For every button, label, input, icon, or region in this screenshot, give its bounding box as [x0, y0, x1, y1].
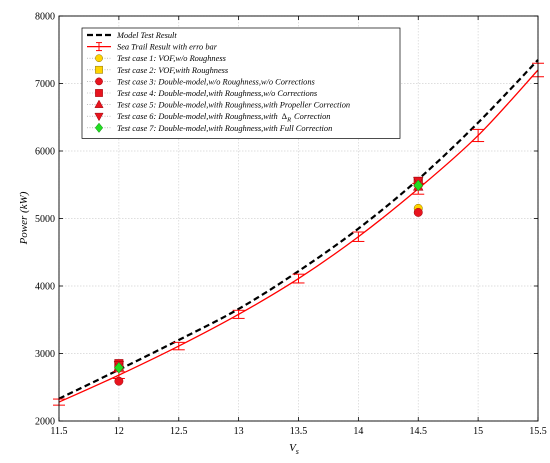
y-tick-label: 6000: [35, 147, 55, 158]
legend-label-text: Test case 1: VOF,w/o Roughness: [117, 54, 226, 63]
y-axis-label: Power (kW): [18, 191, 30, 245]
legend: Model Test Result Sea Trail Result with e…: [81, 27, 401, 139]
y-tick-label: 5000: [35, 214, 55, 225]
error-bar: [472, 128, 485, 143]
x-tick-label: 13.5: [290, 426, 308, 437]
legend-label: Sea Trail Result with erro bar: [117, 43, 218, 52]
x-tick-label: 14: [353, 426, 363, 437]
legend-label-text: Test case 4: Double-model,with Roughness…: [117, 89, 317, 98]
legend-entry: Test case 4: Double-model,with Roughness…: [87, 89, 317, 98]
legend-entry: Test case 3: Double-model,w/o Roughness,…: [87, 77, 315, 86]
legend-entry: Model Test Result: [87, 31, 177, 40]
data-point-circle: [114, 376, 124, 386]
x-axis-label-main: V: [289, 442, 297, 454]
legend-label-symbol: Δ: [282, 112, 288, 121]
x-tick-label: 14.5: [410, 426, 428, 437]
legend-label-text: Sea Trail Result with erro bar: [117, 43, 218, 52]
error-bar: [292, 273, 305, 284]
legend-marker-triangle-down: [94, 112, 104, 122]
legend-marker-diamond: [94, 122, 104, 133]
data-point-circle: [413, 207, 423, 217]
plot-series: [53, 59, 544, 406]
legend-entry: Test case 1: VOF,w/o Roughness: [87, 54, 226, 63]
x-axis-label: Vs: [289, 442, 299, 456]
legend-entry: Test case 5: Double-model,with Roughness…: [87, 99, 350, 110]
legend-marker-square: [95, 89, 103, 97]
legend-label-suffix: Correction: [294, 112, 330, 121]
legend-entry: Test case 6: Double-model,with Roughness…: [87, 112, 331, 124]
legend-label-text: Test case 2: VOF,with Roughness: [117, 66, 228, 75]
x-tick-label: 12.5: [170, 426, 188, 437]
error-bar: [232, 309, 245, 319]
y-tick-label: 2000: [35, 417, 55, 428]
y-tick-label: 7000: [35, 79, 55, 90]
legend-label-text: Test case 3: Double-model,w/o Roughness,…: [117, 77, 315, 86]
data-point-diamond: [413, 179, 423, 192]
legend-marker-square: [95, 65, 103, 74]
legend-label-text: Model Test Result: [116, 31, 177, 40]
legend-label-subscript: R: [286, 117, 291, 124]
legend-entry: Test case 2: VOF,with Roughness: [87, 66, 228, 75]
legend-marker-circle: [95, 77, 103, 86]
legend-label: Test case 4: Double-model,with Roughness…: [117, 89, 317, 98]
x-tick-label: 11.5: [50, 426, 67, 437]
legend-entry: Test case 7: Double-model,with Roughness…: [87, 122, 332, 133]
error-bar: [352, 231, 365, 242]
y-tick-label: 3000: [35, 349, 55, 360]
x-tick-label: 15: [473, 426, 483, 437]
x-tick-label: 13: [234, 426, 244, 437]
legend-box: [81, 27, 401, 139]
legend-label: Test case 5: Double-model,with Roughness…: [117, 101, 350, 110]
x-tick-label: 15.5: [529, 426, 547, 437]
legend-entry: Sea Trail Result with erro bar: [87, 42, 218, 52]
legend-label-text: Test case 5: Double-model,with Roughness…: [117, 101, 350, 110]
legend-label: Model Test Result: [116, 31, 177, 40]
y-tick-label: 8000: [35, 12, 55, 23]
x-axis-label-subscript: s: [296, 447, 299, 456]
legend-label: Test case 3: Double-model,w/o Roughness,…: [117, 77, 315, 86]
legend-label: Test case 1: VOF,w/o Roughness: [117, 54, 226, 63]
legend-label: Test case 6: Double-model,with Roughness…: [117, 112, 331, 124]
legend-label: Test case 2: VOF,with Roughness: [117, 66, 228, 75]
x-tick-label: 12: [114, 426, 124, 437]
model-test-line: [58, 59, 539, 400]
axis-ticks: 11.5 12 12.5 13 13.5 14 14.5 15 15.5 2000 3000 4000…: [35, 12, 547, 438]
data-point-diamond: [114, 361, 124, 374]
y-tick-label: 4000: [35, 282, 55, 293]
error-bar: [172, 341, 185, 351]
legend-label: Test case 7: Double-model,with Roughness…: [117, 124, 332, 133]
legend-marker-circle: [95, 54, 103, 63]
legend-label-text: Test case 6: Double-model,with Roughness…: [117, 112, 278, 121]
legend-marker-triangle-up: [94, 99, 104, 108]
legend-label-text: Test case 7: Double-model,with Roughness…: [117, 124, 332, 133]
